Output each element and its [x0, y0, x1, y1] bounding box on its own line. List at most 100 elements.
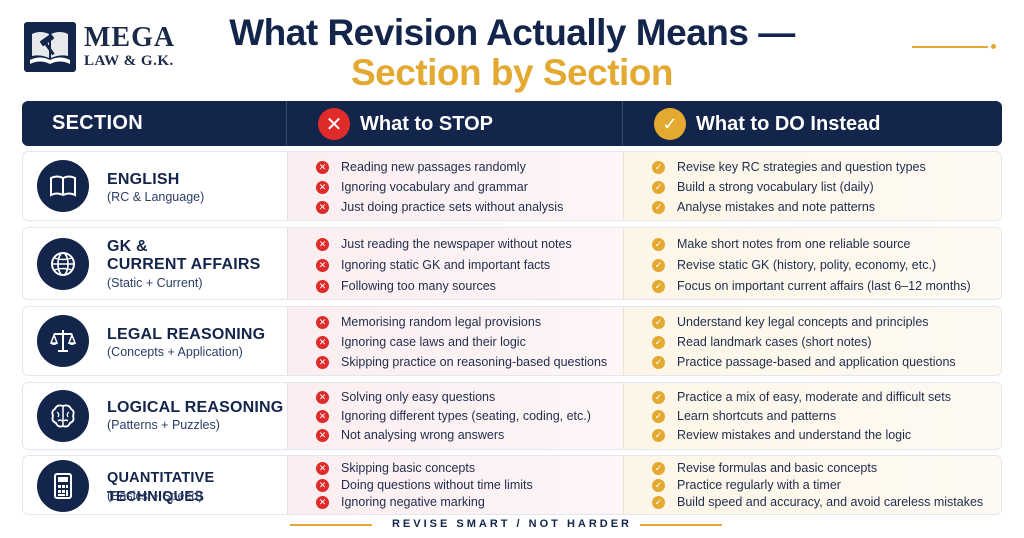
- section-cell: ENGLISH (RC & Language): [23, 152, 287, 220]
- cross-icon: ✕: [316, 495, 329, 509]
- section-subtitle: (Basics + Speed): [107, 489, 203, 503]
- check-icon: ✓: [654, 108, 686, 140]
- do-item: ✓ Build speed and accuracy, and avoid car…: [652, 495, 983, 509]
- check-icon: ✓: [652, 428, 665, 442]
- do-item: ✓ Review mistakes and understand the logi…: [652, 428, 951, 442]
- logo-line2: LAW & G.K.: [84, 53, 174, 69]
- decor-dot-right: [991, 44, 996, 49]
- stop-cell: ✕ Reading new passages randomly ✕ Ignoring…: [287, 152, 623, 220]
- cross-icon: ✕: [318, 108, 350, 140]
- do-item: ✓ Revise static GK (history, polity, econ…: [652, 258, 971, 272]
- stop-item: ✕ Reading new passages randomly: [316, 160, 563, 174]
- cross-icon: ✕: [316, 279, 329, 293]
- do-item: ✓ Revise key RC strategies and question t…: [652, 160, 926, 174]
- stop-item: ✕ Just reading the newspaper without note…: [316, 237, 572, 251]
- do-item: ✓ Practice passage-based and application …: [652, 355, 956, 369]
- section-name-line2: CURRENT AFFAIRS: [107, 256, 261, 273]
- stop-item: ✕ Ignoring case laws and their logic: [316, 335, 607, 349]
- cross-icon: ✕: [316, 355, 329, 369]
- do-item: ✓ Practice a mix of easy, moderate and di…: [652, 390, 951, 404]
- do-cell: ✓ Practice a mix of easy, moderate and di…: [623, 383, 1001, 449]
- section-name: GK &: [107, 238, 148, 255]
- section-cell: QUANTITATIVE TECHNIQUES (Basics + Speed): [23, 456, 287, 514]
- cross-icon: ✕: [316, 335, 329, 349]
- calculator-icon: [37, 460, 89, 512]
- stop-item: ✕ Solving only easy questions: [316, 390, 591, 404]
- stop-item: ✕ Ignoring different types (seating, codi…: [316, 409, 591, 423]
- do-cell: ✓ Revise key RC strategies and question t…: [623, 152, 1001, 220]
- check-icon: ✓: [652, 200, 665, 214]
- section-cell: LEGAL REASONING (Concepts + Application): [23, 307, 287, 375]
- stop-item: ✕ Just doing practice sets without analys…: [316, 200, 563, 214]
- section-row-logical: LOGICAL REASONING (Patterns + Puzzles) ✕…: [22, 382, 1002, 450]
- do-cell: ✓ Revise formulas and basic concepts ✓ Pra…: [623, 456, 1001, 514]
- footer-line-right: [640, 524, 722, 526]
- header-do-label: What to DO Instead: [696, 112, 881, 135]
- check-icon: ✓: [652, 461, 665, 475]
- check-icon: ✓: [652, 237, 665, 251]
- stop-cell: ✕ Skipping basic concepts ✕ Doing question…: [287, 456, 623, 514]
- section-name: LOGICAL REASONING: [107, 399, 284, 416]
- stop-item: ✕ Ignoring static GK and important facts: [316, 258, 572, 272]
- check-icon: ✓: [652, 160, 665, 174]
- stop-item: ✕ Skipping basic concepts: [316, 461, 533, 475]
- check-icon: ✓: [652, 409, 665, 423]
- cross-icon: ✕: [316, 478, 329, 492]
- section-row-gk: GK & CURRENT AFFAIRS (Static + Current) …: [22, 227, 1002, 300]
- do-item: ✓ Focus on important current affairs (las…: [652, 279, 971, 293]
- section-subtitle: (Static + Current): [107, 276, 203, 290]
- page-subtitle: Section by Section: [350, 52, 674, 93]
- cross-icon: ✕: [316, 200, 329, 214]
- header-do: ✓ What to DO Instead: [654, 108, 880, 140]
- do-cell: ✓ Make short notes from one reliable sour…: [623, 228, 1001, 299]
- page-title: What Revision Actually Means —: [229, 12, 795, 53]
- do-item: ✓ Make short notes from one reliable sour…: [652, 237, 971, 251]
- book-icon: [37, 160, 89, 212]
- cross-icon: ✕: [316, 315, 329, 329]
- do-item: ✓ Revise formulas and basic concepts: [652, 461, 983, 475]
- section-row-quant: QUANTITATIVE TECHNIQUES (Basics + Speed)…: [22, 455, 1002, 515]
- section-cell: LOGICAL REASONING (Patterns + Puzzles): [23, 383, 287, 449]
- check-icon: ✓: [652, 355, 665, 369]
- stop-item: ✕ Skipping practice on reasoning-based qu…: [316, 355, 607, 369]
- header-stop-label: What to STOP: [360, 112, 493, 135]
- check-icon: ✓: [652, 258, 665, 272]
- section-name: LEGAL REASONING: [107, 326, 266, 343]
- stop-item: ✕ Following too many sources: [316, 279, 572, 293]
- section-name: ENGLISH: [107, 171, 180, 188]
- section-row-english: ENGLISH (RC & Language) ✕ Reading new pas…: [22, 151, 1002, 221]
- check-icon: ✓: [652, 180, 665, 194]
- globe-icon: [37, 238, 89, 290]
- check-icon: ✓: [652, 478, 665, 492]
- stop-cell: ✕ Just reading the newspaper without note…: [287, 228, 623, 299]
- do-item: ✓ Practice regularly with a timer: [652, 478, 983, 492]
- footer-line-left: [290, 524, 372, 526]
- check-icon: ✓: [652, 279, 665, 293]
- cross-icon: ✕: [316, 428, 329, 442]
- book-gavel-logo-icon: [24, 22, 76, 72]
- do-item: ✓ Build a strong vocabulary list (daily): [652, 180, 926, 194]
- brand-logo: MEGA LAW & G.K.: [22, 18, 192, 76]
- stop-cell: ✕ Solving only easy questions ✕ Ignoring d…: [287, 383, 623, 449]
- section-name: QUANTITATIVE TECHNIQUES: [107, 470, 215, 505]
- do-item: ✓ Learn shortcuts and patterns: [652, 409, 951, 423]
- table-header: SECTION ✕ What to STOP ✓ What to DO Inst…: [22, 101, 1002, 146]
- stop-item: ✕ Ignoring vocabulary and grammar: [316, 180, 563, 194]
- section-row-legal: LEGAL REASONING (Concepts + Application)…: [22, 306, 1002, 376]
- header-divider: [622, 101, 623, 146]
- check-icon: ✓: [652, 335, 665, 349]
- cross-icon: ✕: [316, 237, 329, 251]
- stop-item: ✕ Not analysing wrong answers: [316, 428, 591, 442]
- section-cell: GK & CURRENT AFFAIRS (Static + Current): [23, 228, 287, 299]
- header-section: SECTION: [52, 112, 143, 134]
- section-subtitle: (Concepts + Application): [107, 345, 243, 359]
- stop-item: ✕ Doing questions without time limits: [316, 478, 533, 492]
- cross-icon: ✕: [316, 180, 329, 194]
- cross-icon: ✕: [316, 461, 329, 475]
- stop-cell: ✕ Memorising random legal provisions ✕ Ign…: [287, 307, 623, 375]
- do-item: ✓ Read landmark cases (short notes): [652, 335, 956, 349]
- cross-icon: ✕: [316, 409, 329, 423]
- header-stop: ✕ What to STOP: [318, 108, 493, 140]
- stop-item: ✕ Ignoring negative marking: [316, 495, 533, 509]
- check-icon: ✓: [652, 390, 665, 404]
